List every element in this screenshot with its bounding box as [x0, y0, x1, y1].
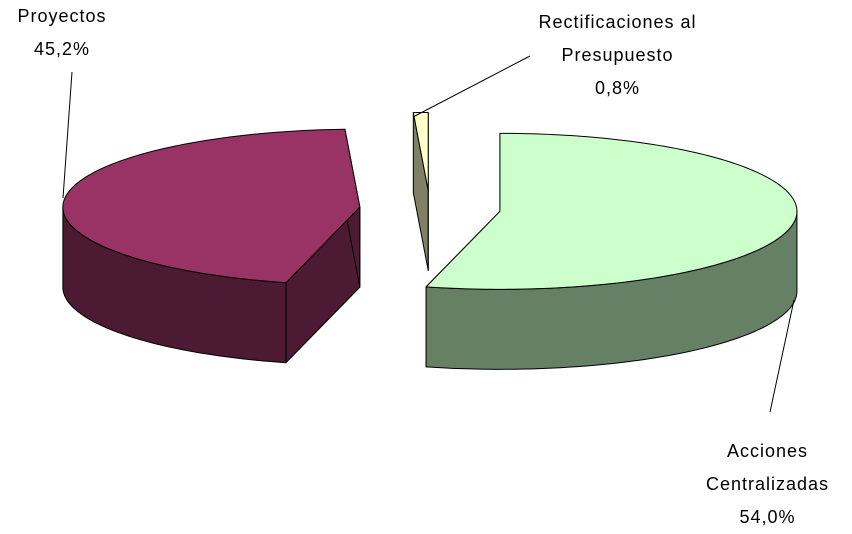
slice-label: Acciones Centralizadas 54,0%: [690, 435, 845, 534]
value-label: 54,0%: [739, 507, 796, 527]
value-label: 0,8%: [594, 78, 641, 98]
slice: [62, 128, 361, 284]
leader-line: [62, 71, 73, 199]
category-label: Rectificaciones al Presupuesto: [538, 12, 697, 65]
slice-label: Proyectos 45,2%: [0, 0, 132, 66]
leader-line: [769, 299, 795, 413]
pie: [62, 111, 798, 370]
leader-line: [412, 55, 531, 118]
slice-label: Rectificaciones al Presupuesto 0,8%: [535, 6, 700, 105]
category-label: Acciones Centralizadas: [705, 441, 830, 494]
category-label: Proyectos: [17, 6, 107, 26]
value-label: 45,2%: [33, 39, 91, 59]
slice: [425, 132, 798, 290]
